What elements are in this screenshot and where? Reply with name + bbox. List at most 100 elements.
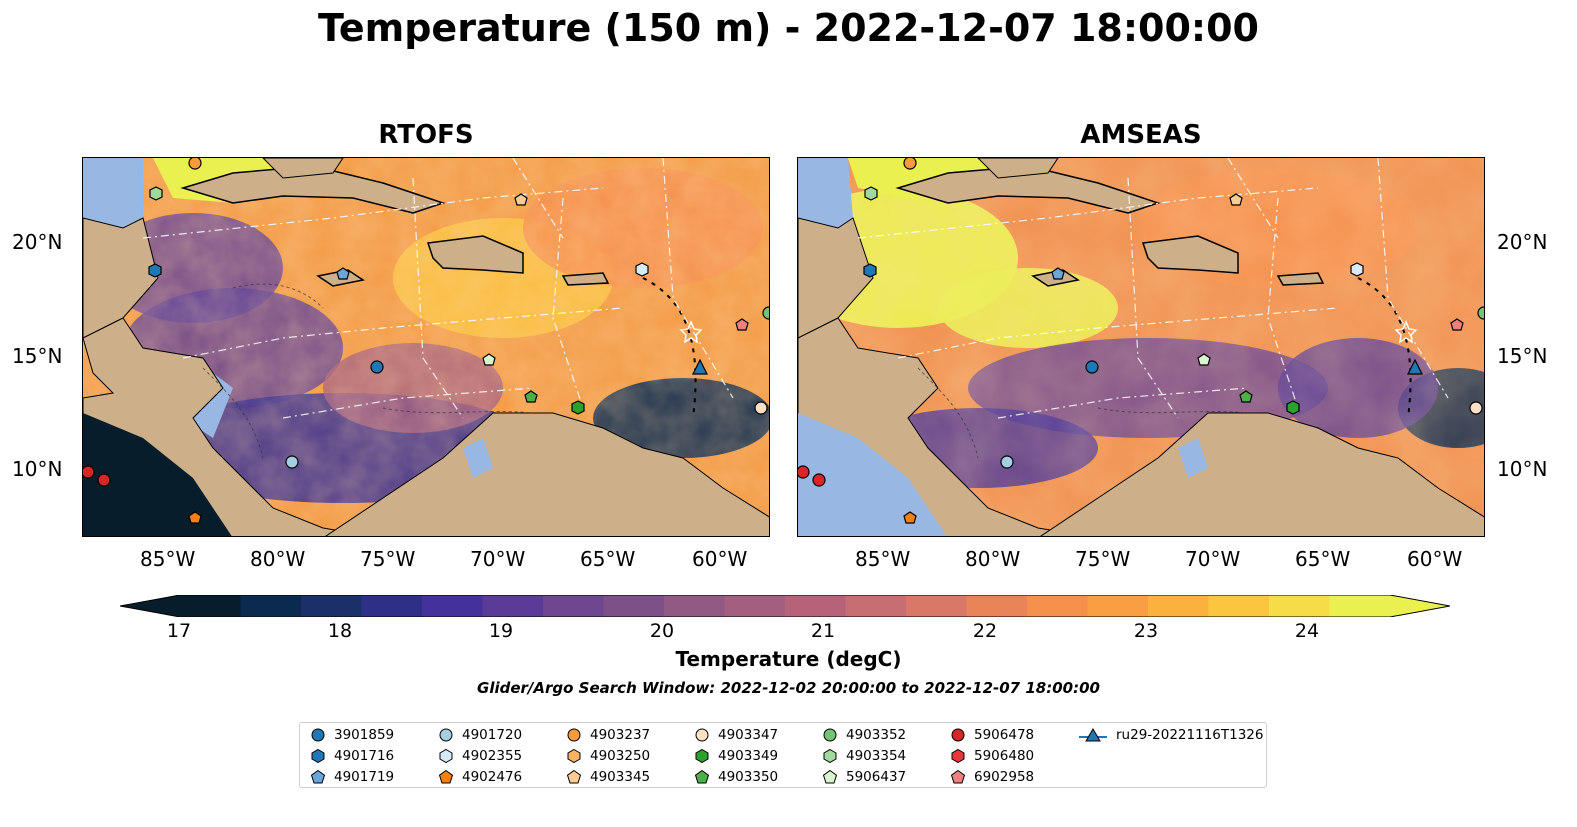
colorbar-segment — [603, 595, 665, 617]
lon-tick-left: 60°W — [692, 547, 748, 571]
legend-label: 4903352 — [846, 727, 907, 743]
legend-label: 4901720 — [462, 727, 523, 743]
legend-item: 4903347 — [694, 727, 778, 743]
colorbar-segment — [240, 595, 302, 617]
lon-tick-right: 70°W — [1185, 547, 1241, 571]
legend-label: 4903349 — [718, 748, 779, 764]
legend-label: 5906480 — [974, 748, 1035, 764]
colorbar-segment — [1148, 595, 1209, 617]
map-amseas-canvas — [798, 158, 1484, 536]
colorbar-segment — [1329, 595, 1391, 617]
lon-tick-right: 75°W — [1075, 547, 1131, 571]
lon-tick-left: 85°W — [140, 547, 196, 571]
legend-label: 3901859 — [334, 727, 395, 743]
figure-title: Temperature (150 m) - 2022-12-07 18:00:0… — [317, 6, 1259, 50]
legend-marker-icon — [695, 728, 709, 742]
map-amseas — [797, 157, 1485, 537]
lon-tick-right: 65°W — [1295, 547, 1351, 571]
colorbar-extend-max — [1390, 595, 1450, 617]
colorbar-segment — [724, 595, 786, 617]
colorbar-segment — [845, 595, 907, 617]
lon-tick-left: 70°W — [470, 547, 526, 571]
lon-tick-left: 80°W — [250, 547, 306, 571]
colorbar-segment — [906, 595, 967, 617]
lon-tick-right: 85°W — [855, 547, 911, 571]
colorbar-segment — [1027, 595, 1088, 617]
colorbar-segment — [785, 595, 846, 617]
lat-tick-right: 10°N — [1497, 457, 1548, 481]
legend-marker-icon — [1079, 728, 1107, 742]
panel-title-rtofs: RTOFS — [378, 120, 474, 150]
legend-marker-icon — [822, 769, 838, 784]
legend-item: 4901716 — [310, 748, 394, 764]
legend-label: 4903345 — [590, 769, 651, 785]
colorbar-tick: 22 — [972, 620, 998, 642]
legend-item: 4901720 — [438, 727, 522, 743]
panel-title-amseas: AMSEAS — [1080, 120, 1202, 150]
legend-marker-icon — [695, 748, 709, 764]
lon-tick-left: 75°W — [360, 547, 416, 571]
legend-item: 5906437 — [822, 769, 906, 785]
legend-marker-icon — [567, 748, 581, 764]
legend-marker-icon — [439, 728, 453, 742]
colorbar-segment — [422, 595, 483, 617]
lon-tick-right: 60°W — [1407, 547, 1463, 571]
legend-marker-icon — [823, 728, 837, 742]
legend-marker-icon — [438, 769, 454, 784]
colorbar-tick: 17 — [166, 620, 192, 642]
legend-item: 4903349 — [694, 748, 778, 764]
colorbar-segment — [966, 595, 1028, 617]
legend-label: 5906478 — [974, 727, 1035, 743]
colorbar-segment — [664, 595, 725, 617]
legend-marker-icon — [567, 728, 581, 742]
legend-marker-icon — [566, 769, 582, 784]
legend: 3901859 4901716 4901719 4901720 4902355 49024… — [299, 722, 1267, 788]
colorbar-label: Temperature (degC) — [675, 647, 902, 671]
legend-item: 4901719 — [310, 769, 394, 785]
legend-item: 4903345 — [566, 769, 650, 785]
legend-marker-icon — [950, 769, 966, 784]
legend-item: 4903354 — [822, 748, 906, 764]
legend-item: 4902355 — [438, 748, 522, 764]
legend-item: 4903350 — [694, 769, 778, 785]
legend-label: 4903350 — [718, 769, 779, 785]
legend-label: 5906437 — [846, 769, 907, 785]
colorbar-segment — [1208, 595, 1270, 617]
legend-item: 4903237 — [566, 727, 650, 743]
legend-item: 4902476 — [438, 769, 522, 785]
lat-tick-right: 20°N — [1497, 230, 1548, 254]
legend-marker-icon — [439, 748, 453, 764]
colorbar-segment — [301, 595, 362, 617]
colorbar-segment — [180, 595, 241, 617]
legend-item: 4903352 — [822, 727, 906, 743]
colorbar-tick: 20 — [649, 620, 675, 642]
legend-label: 4903250 — [590, 748, 651, 764]
legend-item: ru29-20221116T1326 — [1078, 727, 1263, 743]
legend-item: 6902958 — [950, 769, 1034, 785]
legend-item: 3901859 — [310, 727, 394, 743]
map-rtofs — [82, 157, 770, 537]
legend-item: 5906478 — [950, 727, 1034, 743]
legend-label: 4902355 — [462, 748, 523, 764]
legend-label: 4902476 — [462, 769, 523, 785]
legend-label: 4903237 — [590, 727, 651, 743]
colorbar-segment — [1269, 595, 1330, 617]
lat-tick-right: 15°N — [1497, 344, 1548, 368]
legend-marker-icon — [311, 728, 325, 742]
colorbar-segment — [482, 595, 544, 617]
colorbar-tick: 23 — [1133, 620, 1159, 642]
lat-tick-left: 10°N — [12, 457, 63, 481]
colorbar-segment — [543, 595, 604, 617]
colorbar-tick: 18 — [327, 620, 353, 642]
legend-marker-icon — [311, 748, 325, 764]
lon-tick-left: 65°W — [580, 547, 636, 571]
colorbar-gradient — [119, 594, 1451, 618]
legend-label: 4901716 — [334, 748, 395, 764]
map-rtofs-canvas — [83, 158, 769, 536]
legend-marker-icon — [310, 769, 326, 784]
colorbar-segment — [1087, 595, 1149, 617]
legend-label: 6902958 — [974, 769, 1035, 785]
lat-tick-left: 15°N — [12, 344, 63, 368]
search-window-subtitle: Glider/Argo Search Window: 2022-12-02 20… — [477, 679, 1100, 697]
colorbar-tick: 19 — [488, 620, 514, 642]
